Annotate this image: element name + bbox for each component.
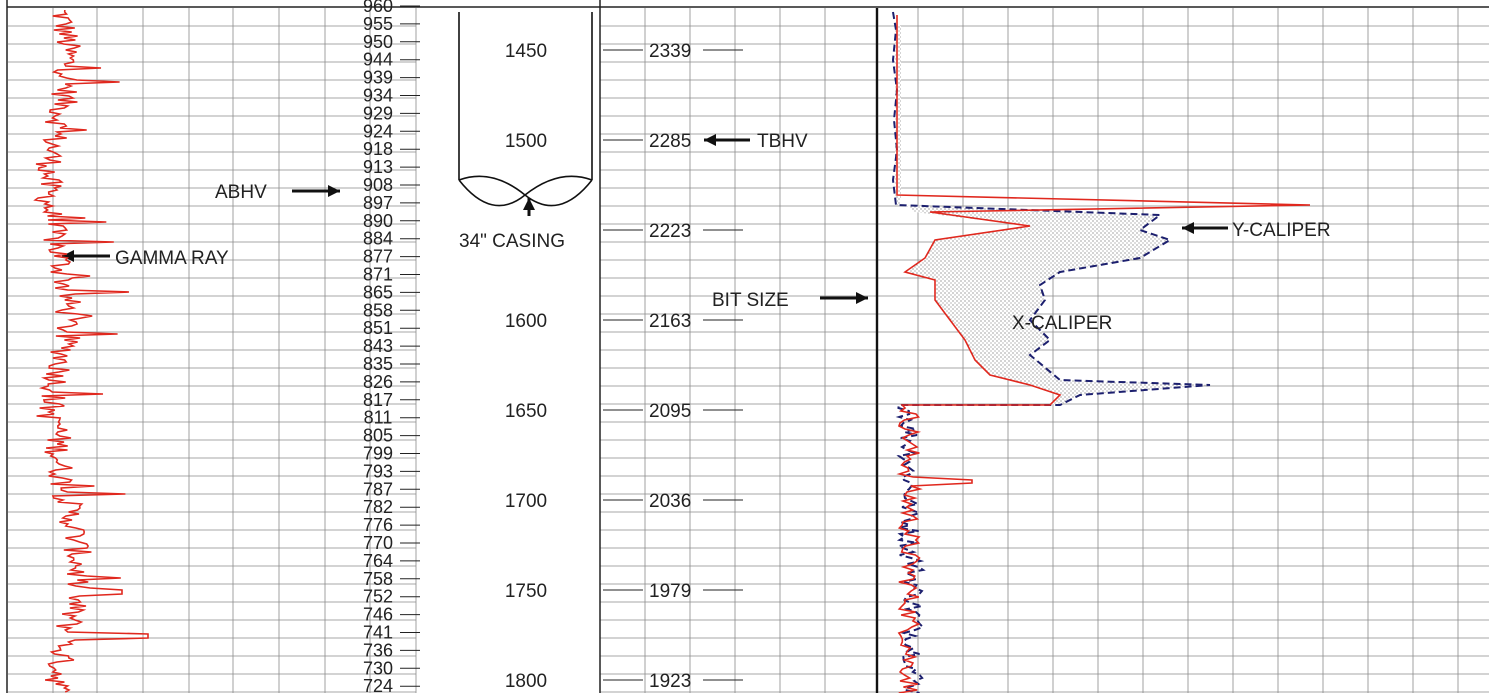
center-depth-label: 1800	[505, 671, 547, 692]
depth-tick-label: 924	[363, 121, 393, 141]
depth-tick-label: 787	[363, 479, 393, 499]
depth-tick-label: 746	[363, 605, 393, 625]
depth-tick-label: 776	[363, 515, 393, 535]
gamma-arrow-head	[62, 250, 74, 262]
caliper-washout-fill	[897, 200, 1210, 405]
depth-tick-label: 871	[363, 265, 393, 285]
depth-tick-label: 817	[363, 390, 393, 410]
depth-tick-label: 752	[363, 587, 393, 607]
grid-lines	[8, 8, 1489, 693]
depth-tick-label: 918	[363, 139, 393, 159]
depth-tick-label: 865	[363, 282, 393, 302]
bit-size-arrow-head	[856, 292, 868, 304]
depth-tick-label: 764	[363, 551, 393, 571]
x-caliper-label: X-CALIPER	[1012, 313, 1112, 334]
center-depth-label: 1450	[505, 41, 547, 62]
depth-tick-label: 944	[363, 50, 393, 70]
center-elevation-label: 2339	[649, 41, 691, 62]
depth-tick-label: 851	[363, 318, 393, 338]
depth-tick-label: 835	[363, 354, 393, 374]
casing-diagram	[458, 12, 593, 207]
depth-tick-label: 811	[364, 408, 393, 428]
center-elevation-labels: 2339 2285 2223 2163 2095 2036 1979 1923	[603, 41, 743, 692]
depth-tick-label: 793	[363, 461, 393, 481]
gamma-ray-curve	[33, 9, 149, 693]
gamma-ray-label: GAMMA RAY	[115, 248, 229, 269]
depth-tick-label: 934	[363, 86, 393, 106]
depth-tick-label: 736	[363, 640, 393, 660]
y-caliper-arrow-head	[1182, 222, 1194, 234]
center-depth-label: 1700	[505, 491, 547, 512]
depth-tick-label: 758	[363, 569, 393, 589]
depth-tick-label: 890	[363, 211, 393, 231]
depth-tick-label: 908	[363, 175, 393, 195]
casing-arrow-head	[523, 198, 535, 210]
center-elevation-label: 1923	[649, 671, 691, 692]
tbhv-label: TBHV	[757, 131, 808, 152]
casing-fill	[895, 25, 901, 200]
bit-size-label: BIT SIZE	[712, 290, 789, 311]
depth-tick-label: 741	[363, 623, 393, 643]
depth-tick-label: 960	[363, 0, 393, 16]
depth-tick-label: 877	[363, 247, 393, 267]
depth-tick-label: 724	[363, 676, 393, 693]
center-depth-label: 1500	[505, 131, 547, 152]
depth-tick-label: 913	[363, 157, 393, 177]
depth-tick-label: 897	[363, 193, 393, 213]
depth-tick-label: 929	[363, 103, 393, 123]
center-depth-label: 1650	[505, 401, 547, 422]
center-elevation-label: 2036	[649, 491, 691, 512]
depth-tick-label: 770	[363, 533, 393, 553]
depth-tick-label: 955	[363, 14, 393, 34]
center-elevation-label: 2095	[649, 401, 691, 422]
depth-tick-label: 805	[363, 426, 393, 446]
center-depth-labels: 1450 1500 1600 1650 1700 1750 1800	[505, 41, 547, 692]
tbhv-arrow-head	[704, 134, 716, 146]
depth-tick-label: 858	[363, 300, 393, 320]
depth-tick-label: 730	[363, 658, 393, 678]
center-elevation-label: 2285	[649, 131, 691, 152]
y-caliper-label: Y-CALIPER	[1232, 220, 1331, 241]
center-elevation-label: 1979	[649, 581, 691, 602]
depth-tick-label: 939	[363, 68, 393, 88]
abhv-label: ABHV	[215, 182, 267, 203]
x-caliper-curve	[896, 15, 1311, 694]
depth-tick-label: 843	[363, 336, 393, 356]
abhv-arrow-head	[328, 185, 340, 197]
center-depth-label: 1750	[505, 581, 547, 602]
y-caliper-curve	[891, 11, 1211, 694]
left-depth-ticks: 9609559509449399349299249189139088978908…	[363, 0, 420, 696]
center-elevation-label: 2223	[649, 221, 691, 242]
depth-tick-label: 782	[363, 497, 393, 517]
depth-tick-label: 950	[363, 32, 393, 52]
center-depth-label: 1600	[505, 311, 547, 332]
log-curves	[33, 9, 1311, 694]
depth-tick-label: 799	[363, 444, 393, 464]
depth-tick-label: 884	[363, 229, 393, 249]
depth-tick-label: 826	[363, 372, 393, 392]
center-elevation-label: 2163	[649, 311, 691, 332]
casing-label: 34" CASING	[459, 231, 565, 252]
